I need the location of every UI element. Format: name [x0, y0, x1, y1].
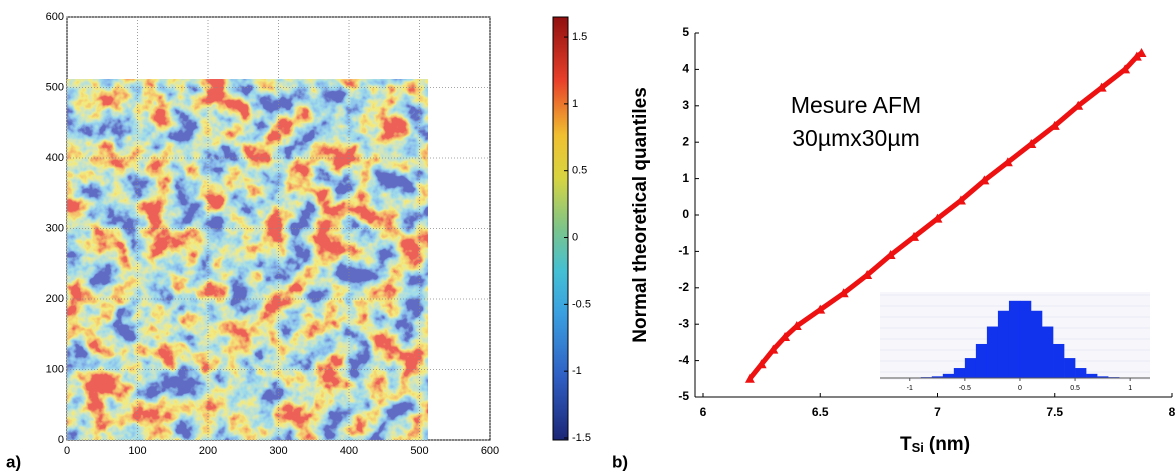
inset-tick-label: -0.5 [959, 385, 971, 392]
colorbar-tick-label: 1 [572, 98, 578, 110]
inset-tick-label: -1 [907, 385, 913, 392]
data-point [1136, 48, 1147, 58]
x-tick-label: 6.5 [812, 405, 829, 419]
y-tick-label: 500 [46, 81, 64, 93]
y-tick-label: 3 [682, 98, 689, 112]
annotation: 30µmx30µm [792, 125, 920, 151]
hist-bar [964, 358, 977, 378]
hist-bar [942, 373, 955, 378]
x-tick-label: 7.5 [1046, 405, 1063, 419]
x-tick-label: 300 [269, 445, 287, 457]
hist-bar [1086, 373, 1098, 378]
colorbar-tick-label: -1.5 [572, 432, 591, 444]
data-point [979, 175, 990, 185]
x-tick-label: 7 [934, 405, 941, 419]
inset-histogram: -1 -0.5 0 0.5 1 [880, 292, 1150, 392]
y-tick-label: 200 [46, 293, 64, 305]
hist-bar [1075, 368, 1087, 378]
y-tick-label: 100 [46, 363, 64, 375]
x-axis-label-part: T [900, 434, 912, 455]
x-tick-label: 8 [1169, 405, 1176, 419]
y-tick-label: 0 [58, 434, 64, 446]
x-tick-label: 6 [700, 405, 707, 419]
hist-bar [1042, 326, 1054, 378]
hist-bar [975, 343, 988, 378]
hist-bar [953, 368, 966, 378]
panel-a: 0 100 200 300 400 500 600 0 100 200 300 400 500 600 -1… [46, 11, 591, 457]
y-tick-label: 1 [682, 171, 689, 185]
y-tick-label: 2 [682, 134, 689, 148]
y-tick-label: 400 [46, 152, 64, 164]
y-tick-label: -4 [678, 353, 689, 367]
hist-bar [1097, 376, 1109, 378]
x-tick-label: 600 [481, 445, 499, 457]
data-point [1096, 82, 1107, 92]
inset-tick-label: 1 [1128, 385, 1132, 392]
data-point [815, 304, 826, 314]
colorbar-tick-label: 0.5 [572, 165, 587, 177]
x-tick-label: 0 [64, 445, 70, 457]
colorbar-tick-label: -0.5 [572, 298, 591, 310]
x-axis-label-part: (nm) [929, 434, 970, 455]
data-point [1073, 100, 1084, 110]
x-tick-label: 500 [410, 445, 428, 457]
data-point [932, 213, 943, 223]
data-point [885, 250, 896, 260]
data-point [909, 231, 920, 241]
x-tick-label: 100 [128, 445, 146, 457]
x-axis-label: TSi (nm) [900, 434, 970, 455]
panel-b: -5 -4 -3 -2 -1 0 1 2 3 4 5 6 6.5 7 7.5 8 Normal theoreti… [630, 25, 1176, 455]
colorbar-tick-label: 0 [572, 231, 578, 243]
y-tick-label: 0 [682, 207, 689, 221]
hist-bar [997, 310, 1010, 378]
inset-tick-label: 0 [1018, 385, 1022, 392]
data-point [1120, 64, 1131, 74]
y-tick-label: -1 [678, 244, 689, 258]
hist-bar [1019, 300, 1032, 378]
hist-bar [1064, 358, 1076, 378]
y-tick-label: 4 [682, 62, 689, 76]
data-point [744, 373, 755, 383]
data-point [780, 331, 791, 341]
x-axis-label-part: Si [912, 440, 924, 455]
y-tick-label: 5 [682, 25, 689, 39]
y-tick-label: 300 [46, 222, 64, 234]
colorbar [552, 16, 569, 441]
y-axis-label: Normal theoretical quantiles [630, 87, 651, 343]
afm-image [67, 79, 428, 440]
hist-bar [1030, 310, 1043, 378]
annotation: Mesure AFM [791, 92, 921, 118]
data-point [1131, 51, 1142, 61]
y-tick-label: -3 [678, 316, 689, 330]
hist-bar [1053, 343, 1065, 378]
y-tick-label: -5 [678, 389, 689, 403]
hist-bar [986, 326, 999, 378]
panel-label: a) [6, 452, 21, 471]
data-point [1002, 157, 1013, 167]
data-point [756, 359, 767, 369]
data-point [768, 344, 779, 354]
colorbar-tick-label: -1 [572, 365, 582, 377]
data-point [838, 288, 849, 298]
data-point [1049, 120, 1060, 130]
x-tick-label: 400 [340, 445, 358, 457]
data-point [791, 321, 802, 331]
hist-bar [931, 376, 944, 378]
y-tick-label: -2 [678, 280, 689, 294]
panel-label: b) [612, 452, 628, 471]
colorbar-tick-label: 1.5 [572, 31, 587, 43]
data-point [955, 195, 966, 205]
hist-bar [1008, 300, 1021, 378]
y-tick-label: 600 [46, 11, 64, 23]
data-point [1026, 139, 1037, 149]
inset-tick-label: 0.5 [1070, 385, 1080, 392]
x-tick-label: 200 [199, 445, 217, 457]
data-point [862, 270, 873, 280]
